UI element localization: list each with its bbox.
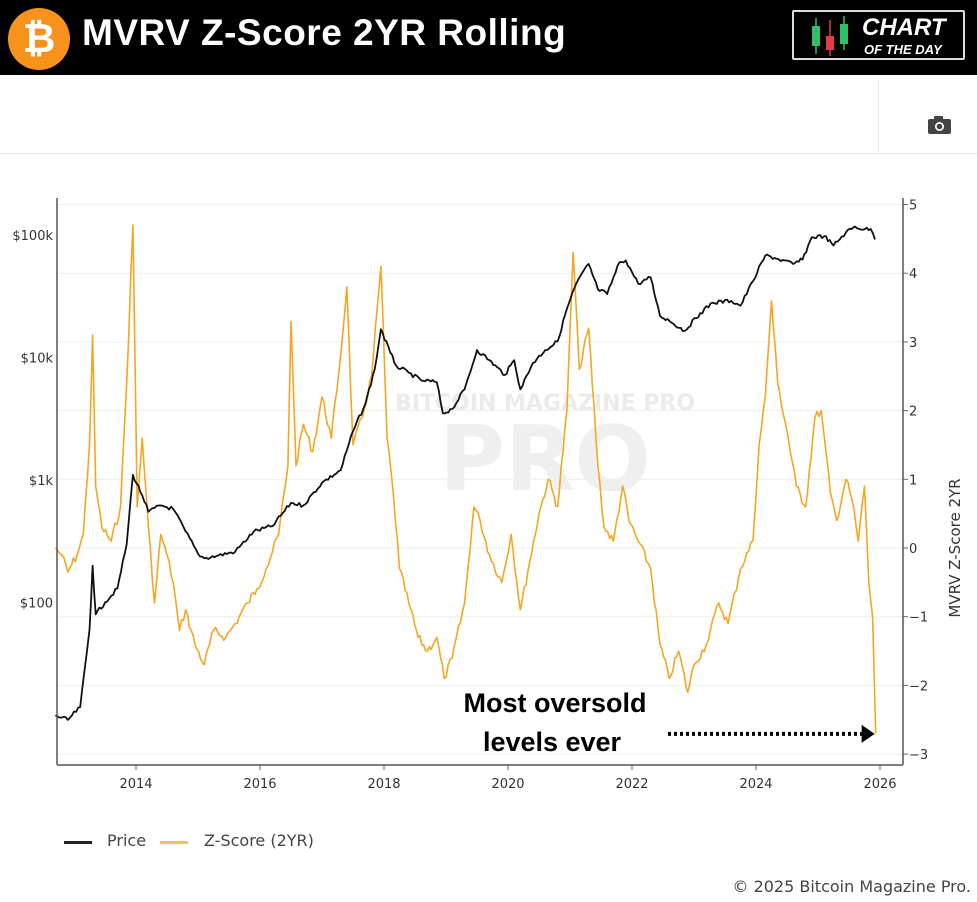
right-axis-title: MVRV Z-Score 2YR xyxy=(946,478,964,617)
header-bar: ₿ MVRV Z-Score 2YR Rolling CHART OF THE … xyxy=(0,0,977,75)
x-tick-label: 2016 xyxy=(243,777,276,792)
x-tick-label: 2014 xyxy=(119,777,152,792)
copyright: © 2025 Bitcoin Magazine Pro. xyxy=(732,877,971,896)
annotation-arrow xyxy=(668,724,875,743)
arrow-head-icon xyxy=(861,724,875,743)
x-tick-label: 2020 xyxy=(491,777,524,792)
camera-icon[interactable] xyxy=(928,116,951,134)
left-tick-label: $100 xyxy=(20,597,53,612)
annotation-line1: Most oversold xyxy=(463,688,646,718)
right-tick-label: 2 xyxy=(909,405,917,420)
right-tick-label: 5 xyxy=(909,199,917,214)
x-tick-label: 2024 xyxy=(739,777,772,792)
chart-toolbar xyxy=(0,75,977,154)
badge-line1: CHART xyxy=(862,14,946,41)
x-tick-label: 2022 xyxy=(615,777,648,792)
price-line xyxy=(54,225,876,721)
right-tick-label: −3 xyxy=(909,748,928,763)
annotation-line2: levels ever xyxy=(483,727,622,757)
watermark: BITCOIN MAGAZINE PRO xyxy=(395,391,695,416)
candlestick-icon xyxy=(812,16,848,56)
left-tick-label: $10k xyxy=(21,352,54,367)
right-tick-label: 4 xyxy=(909,267,917,282)
x-tick-label: 2018 xyxy=(367,777,400,792)
bitcoin-logo-icon: ₿ xyxy=(8,8,70,70)
legend-price-swatch xyxy=(64,841,92,844)
left-tick-label: $100k xyxy=(12,229,53,244)
right-tick-label: −2 xyxy=(909,679,928,694)
right-tick-label: 1 xyxy=(909,473,917,488)
badge-line2: OF THE DAY xyxy=(864,42,942,57)
left-tick-label: $1k xyxy=(29,474,54,489)
legend-zscore-swatch xyxy=(160,841,188,844)
toolbar-divider xyxy=(878,80,879,152)
page-title: MVRV Z-Score 2YR Rolling xyxy=(82,12,567,53)
legend-price[interactable]: Price xyxy=(107,831,147,850)
x-tick-label: 2026 xyxy=(863,777,896,792)
legend-zscore[interactable]: Z-Score (2YR) xyxy=(204,831,314,850)
zscore-line xyxy=(54,224,877,734)
chart-of-the-day-badge: CHART OF THE DAY xyxy=(792,10,965,60)
right-tick-label: −1 xyxy=(909,611,928,626)
right-tick-label: 0 xyxy=(909,542,917,557)
right-tick-label: 3 xyxy=(909,336,917,351)
chart: BITCOIN MAGAZINE PRO PRO 543210−1−2−3$10… xyxy=(12,198,964,792)
